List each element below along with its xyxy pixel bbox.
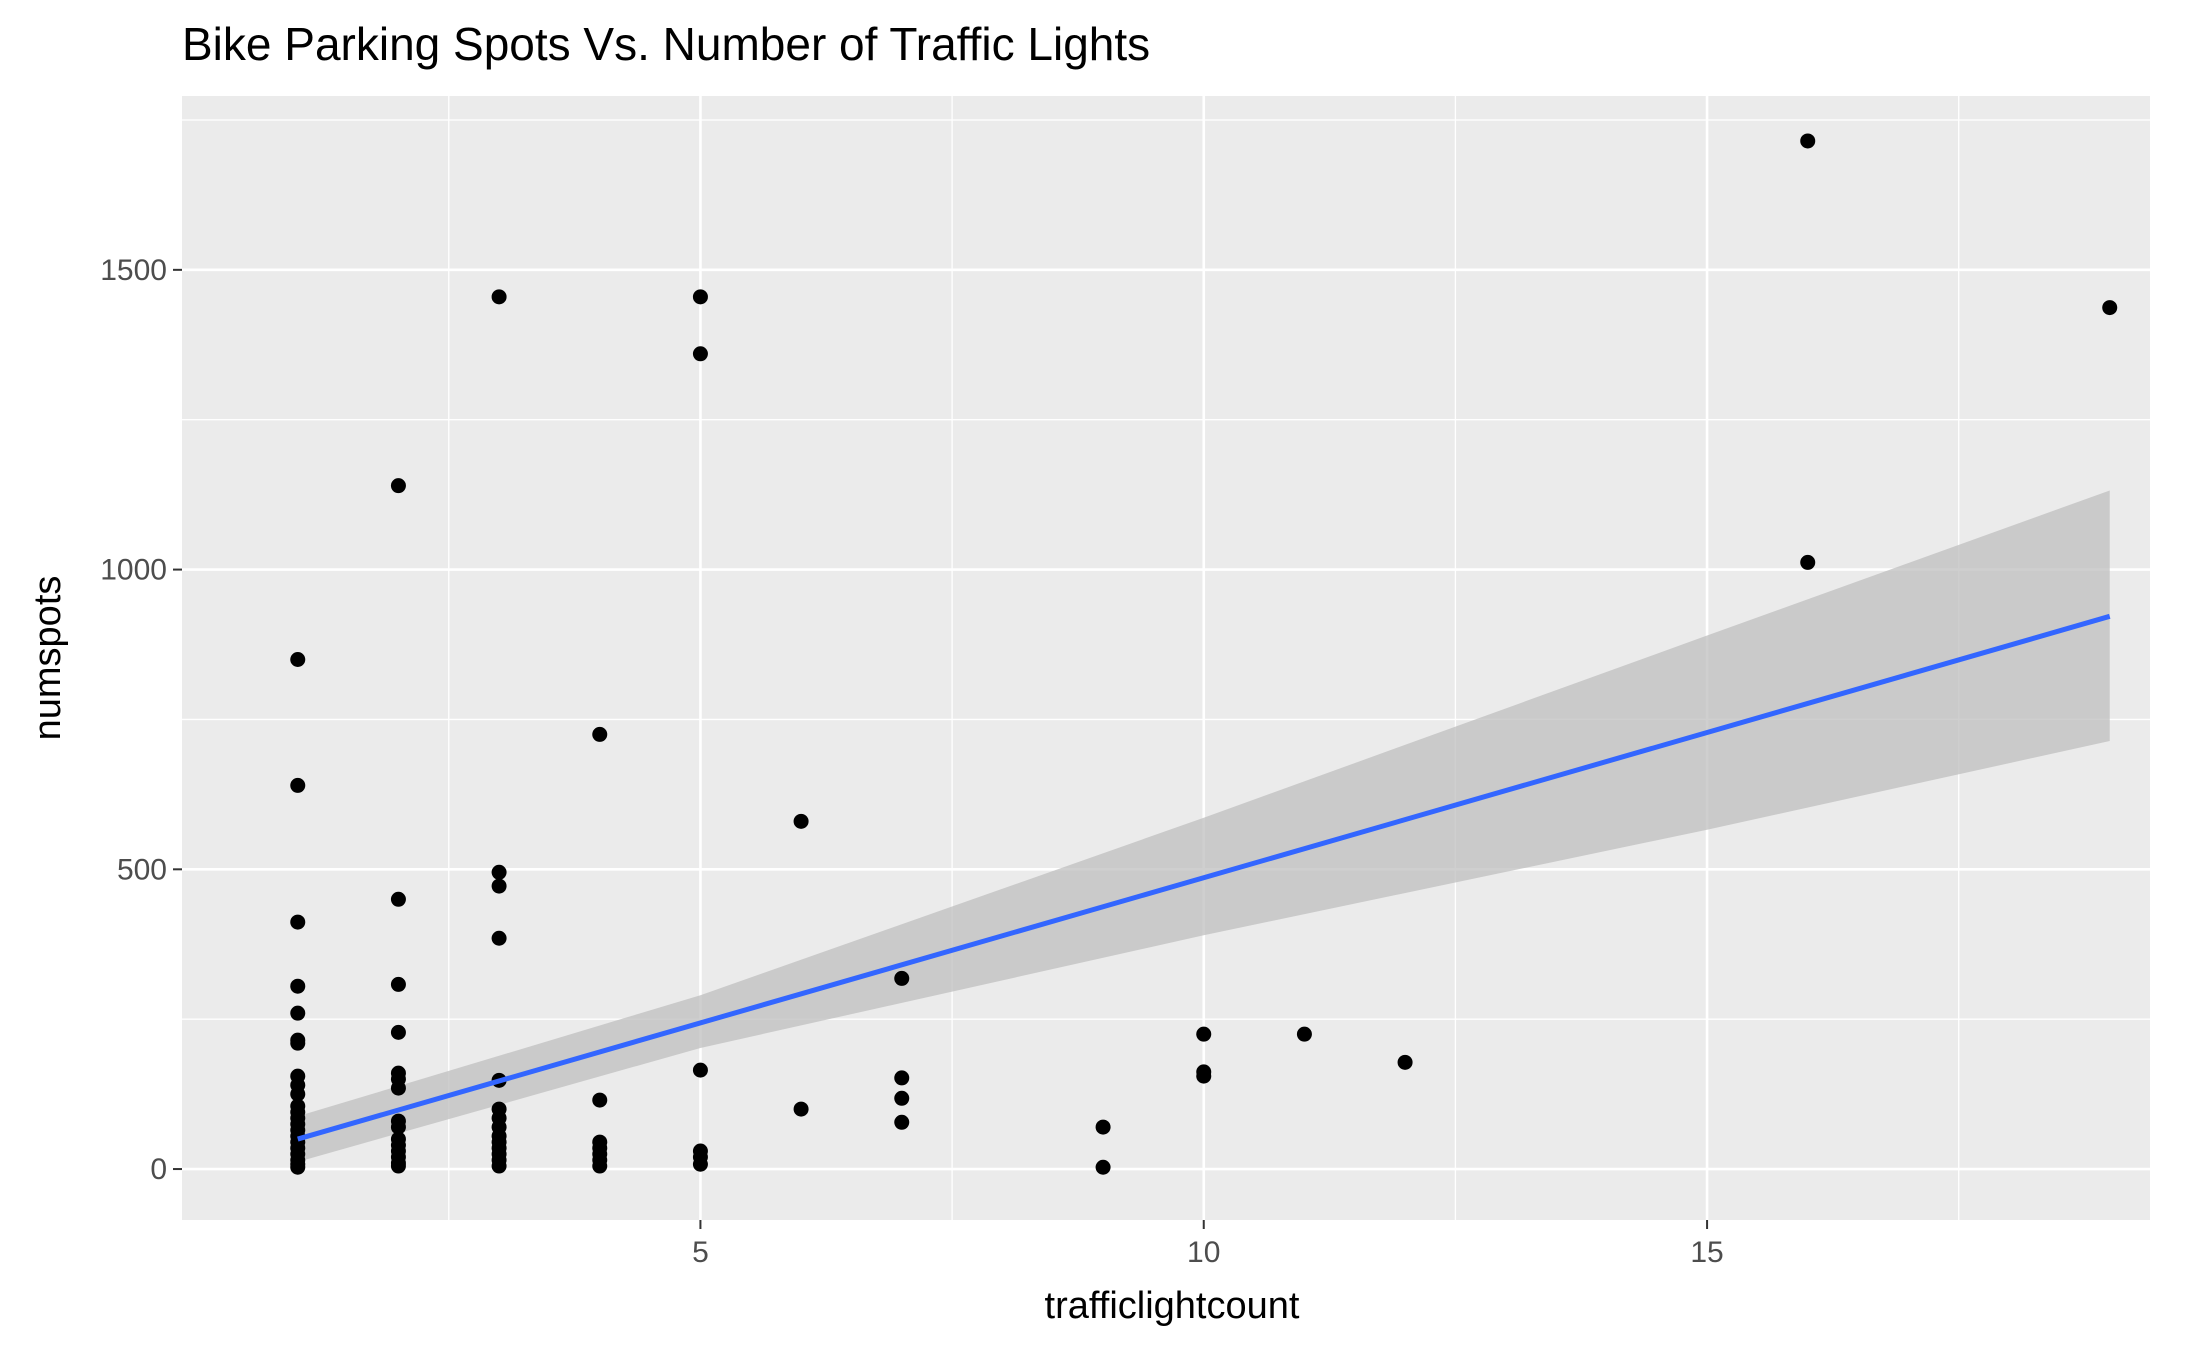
data-point (793, 813, 809, 829)
data-point (491, 930, 507, 946)
data-point (692, 1156, 708, 1172)
data-point (290, 651, 306, 667)
data-point (290, 978, 306, 994)
data-point (390, 1080, 406, 1096)
x-axis-ticks: 5 10 15 (692, 1220, 1724, 1269)
data-point (390, 1119, 406, 1135)
data-point (390, 1024, 406, 1040)
data-point (290, 1005, 306, 1021)
data-point (592, 1158, 608, 1174)
data-point (290, 777, 306, 793)
data-point (793, 1101, 809, 1117)
data-point (290, 1159, 306, 1175)
y-axis-ticks: 0 500 1000 1500 (100, 254, 182, 1186)
x-tick-label: 15 (1690, 1236, 1723, 1269)
data-point (1800, 133, 1816, 149)
data-point (390, 1158, 406, 1174)
data-point (592, 726, 608, 742)
data-point (1397, 1054, 1413, 1070)
data-point (692, 1062, 708, 1078)
data-point (390, 891, 406, 907)
y-axis-title: numspots (27, 576, 69, 741)
data-point (290, 1086, 306, 1102)
data-point (1296, 1026, 1312, 1042)
data-point (491, 864, 507, 880)
data-point (390, 478, 406, 494)
x-tick-label: 5 (692, 1236, 709, 1269)
confidence-band (297, 490, 2110, 1162)
data-point (491, 289, 507, 305)
data-point (1196, 1068, 1212, 1084)
data-point (290, 1035, 306, 1051)
data-points (290, 133, 2118, 1175)
data-point (1095, 1119, 1111, 1135)
x-axis-title: trafficlightcount (1045, 1285, 1300, 1327)
data-point (1095, 1159, 1111, 1175)
data-point (390, 976, 406, 992)
data-point (692, 289, 708, 305)
data-point (1196, 1026, 1212, 1042)
y-tick-label: 500 (117, 853, 167, 886)
data-point (1800, 554, 1816, 570)
y-tick-label: 1000 (100, 554, 167, 587)
data-point (894, 1114, 910, 1130)
x-tick-label: 10 (1187, 1236, 1220, 1269)
data-point (692, 346, 708, 362)
data-point (894, 1090, 910, 1106)
data-point (2102, 300, 2118, 316)
y-tick-label: 1500 (100, 254, 167, 287)
data-point (491, 1158, 507, 1174)
chart-title: Bike Parking Spots Vs. Number of Traffic… (182, 18, 1150, 70)
data-point (290, 914, 306, 930)
data-point (592, 1092, 608, 1108)
trend-line (297, 613, 2111, 1142)
data-point (894, 1070, 910, 1086)
data-point (894, 970, 910, 986)
data-point (491, 878, 507, 894)
y-tick-label: 0 (150, 1153, 167, 1186)
